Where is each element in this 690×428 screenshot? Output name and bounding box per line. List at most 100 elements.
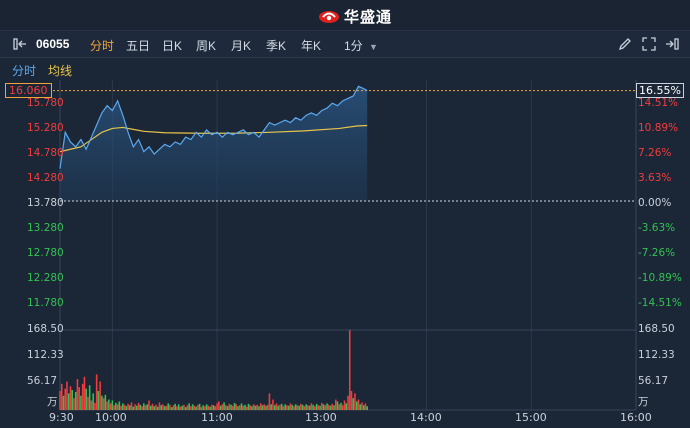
time-tick: 9:30 — [49, 411, 74, 424]
volume-bar — [350, 391, 353, 410]
volume-bar — [104, 394, 107, 410]
volume-bar — [319, 405, 321, 410]
price-tick: 15.780 — [27, 97, 64, 109]
volume-bar — [266, 404, 269, 410]
volume-bar — [78, 387, 80, 410]
volume-bar — [364, 403, 367, 410]
tab-quarterly-k[interactable]: 季K — [266, 39, 287, 53]
volume-bar — [273, 405, 276, 410]
volume-bar — [329, 405, 332, 410]
volume-bar — [129, 405, 131, 410]
brand-logo-icon — [319, 11, 339, 23]
volume-tick: 112.33 — [27, 349, 64, 361]
time-tick: 15:00 — [515, 411, 547, 424]
volume-bar — [116, 404, 119, 410]
volume-bar — [291, 404, 293, 410]
price-tick: 13.280 — [27, 222, 64, 234]
brand-name: 华盛通 — [344, 7, 393, 26]
volume-bar — [252, 404, 255, 410]
volume-bar — [270, 404, 272, 410]
pct-tick: 7.26% — [638, 147, 672, 159]
volume-bar — [254, 405, 257, 410]
volume-bar — [334, 399, 337, 410]
tab-daily-k[interactable]: 日K — [162, 39, 183, 53]
volume-bar — [272, 399, 274, 410]
volume-bar — [127, 403, 129, 410]
time-tick: 13:00 — [305, 411, 337, 424]
volume-bar — [66, 381, 68, 410]
pct-tick: -10.89% — [638, 272, 682, 284]
volume-bar — [62, 395, 65, 410]
tab-monthly-k[interactable]: 月K — [231, 39, 252, 53]
volume-bar — [193, 405, 196, 410]
volume-bar — [88, 385, 91, 410]
average-line — [59, 124, 368, 153]
volume-bar — [151, 403, 154, 410]
volume-unit: 万 — [47, 396, 58, 408]
volume-bar — [95, 374, 98, 410]
volume-unit: 万 — [638, 396, 649, 408]
interval-select[interactable]: 1分 ▼ — [344, 37, 378, 54]
tab-yearly-k[interactable]: 年K — [301, 39, 322, 53]
volume-bar — [237, 406, 239, 410]
volume-bar — [282, 406, 285, 410]
volume-bar — [118, 401, 121, 410]
volume-tick: 56.17 — [638, 375, 669, 387]
volume-bar — [87, 396, 89, 410]
fullscreen-icon[interactable] — [641, 36, 657, 52]
volume-bar — [156, 406, 159, 410]
volume-bar — [181, 405, 183, 410]
volume-bar — [71, 390, 74, 410]
volume-bar — [355, 401, 358, 410]
pct-tick: 14.51% — [638, 97, 679, 109]
tab-intraday[interactable]: 分时 — [90, 39, 115, 53]
volume-bar — [314, 406, 316, 410]
volume-bar — [186, 405, 189, 410]
volume-bar — [130, 402, 133, 410]
volume-bar — [160, 405, 163, 410]
volume-bar — [326, 403, 328, 410]
volume-bar — [90, 400, 93, 410]
volume-tick: 168.50 — [27, 323, 64, 335]
volume-bar — [92, 393, 94, 410]
volume-bar — [235, 404, 238, 410]
volume-bar — [307, 405, 309, 410]
volume-bar — [219, 405, 222, 410]
time-tick: 10:00 — [95, 411, 127, 424]
volume-bar — [188, 403, 190, 410]
volume-bar — [64, 388, 67, 410]
price-tick: 11.780 — [27, 297, 64, 309]
volume-bar — [298, 405, 300, 410]
volume-bar — [251, 406, 253, 410]
volume-bar — [218, 401, 220, 410]
collapse-left-icon[interactable] — [12, 36, 28, 52]
volume-bar — [174, 403, 176, 410]
volume-bar — [108, 399, 110, 410]
volume-bar — [225, 405, 227, 410]
price-tick: 12.780 — [27, 247, 64, 259]
volume-bar — [163, 406, 166, 410]
volume-bar — [357, 399, 360, 410]
volume-bar — [99, 381, 101, 410]
volume-bar — [296, 405, 299, 410]
volume-bar — [169, 404, 171, 410]
pencil-icon[interactable] — [617, 36, 633, 52]
volume-bar — [148, 400, 150, 410]
volume-bar — [287, 405, 290, 410]
price-line — [59, 85, 368, 169]
tab-weekly-k[interactable]: 周K — [196, 39, 217, 53]
volume-tick: 56.17 — [27, 375, 58, 387]
collapse-right-icon[interactable] — [664, 36, 680, 52]
volume-bar — [111, 400, 114, 410]
volume-bar — [211, 404, 213, 410]
volume-bar — [184, 407, 187, 410]
volume-bar — [312, 404, 314, 410]
volume-bar — [284, 404, 286, 410]
volume-bar — [142, 403, 145, 410]
volume-tick: 168.50 — [638, 323, 675, 335]
tab-five-day[interactable]: 五日 — [126, 39, 151, 53]
volume-bar — [172, 405, 175, 410]
intraday-chart[interactable]: 16.060 16.55% 15.780 15.280 14.780 14.28… — [0, 80, 690, 428]
volume-bar — [69, 386, 72, 410]
volume-bar — [120, 405, 122, 410]
